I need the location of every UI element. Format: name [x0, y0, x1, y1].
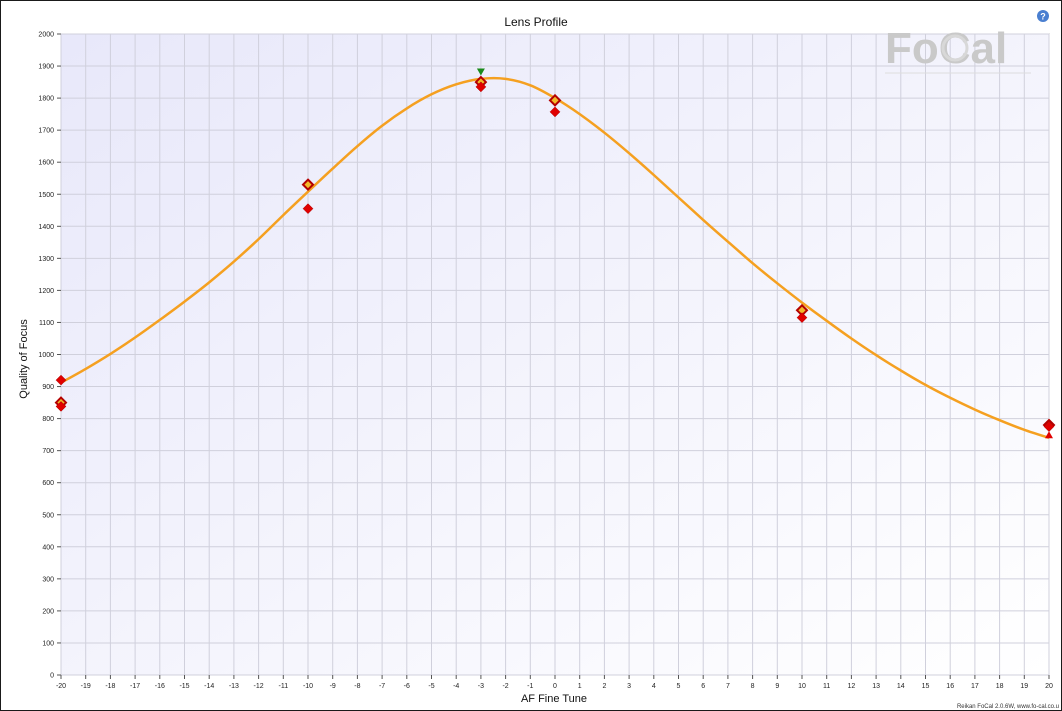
- x-tick-label: -10: [303, 683, 313, 690]
- x-tick-label: -15: [179, 683, 189, 690]
- footer-credit: Reikan FoCal 2.0.6W, www.fo-cal.co.u: [957, 704, 1059, 710]
- x-tick-label: 2: [602, 683, 606, 690]
- y-tick-label: 900: [42, 384, 54, 391]
- y-tick-label: 1700: [38, 128, 54, 135]
- x-tick-label: -5: [428, 683, 434, 690]
- x-tick-label: -14: [204, 683, 214, 690]
- help-glyph: ?: [1040, 12, 1046, 22]
- data-point-diamond: [796, 312, 808, 323]
- focal-logo: FoCal: [885, 24, 1031, 74]
- x-tick-label: 8: [751, 683, 755, 690]
- data-point-diamond: [549, 106, 561, 118]
- x-tick-label: -13: [229, 683, 239, 690]
- y-tick-label: 600: [42, 480, 54, 487]
- x-tick-label: -6: [404, 683, 410, 690]
- y-tick-label: 1800: [38, 96, 54, 103]
- x-tick-label: -1: [527, 683, 533, 690]
- x-tick-label: 13: [872, 683, 880, 690]
- y-tick-label: 1900: [38, 64, 54, 71]
- x-axis-title: AF Fine Tune: [521, 693, 587, 705]
- x-tick-label: 15: [922, 683, 930, 690]
- x-tick-label: 6: [701, 683, 705, 690]
- chart-title: Lens Profile: [504, 15, 568, 29]
- y-axis-title: Quality of Focus: [18, 319, 30, 399]
- data-point-triangle-down: [476, 68, 485, 76]
- x-tick-label: 11: [823, 683, 830, 690]
- x-tick-label: -2: [502, 683, 508, 690]
- x-tick-label: -8: [354, 683, 360, 690]
- data-point-diamond: [475, 81, 487, 93]
- data-point-diamond-outlined: [301, 178, 315, 192]
- y-tick-label: 1400: [38, 224, 54, 231]
- x-tick-label: 17: [971, 683, 979, 690]
- x-tick-label: 18: [996, 683, 1004, 690]
- data-point-diamond: [55, 374, 67, 386]
- y-tick-label: 1500: [38, 192, 54, 199]
- y-tick-label: 800: [42, 416, 54, 423]
- y-tick-label: 0: [50, 673, 54, 680]
- x-tick-label: -4: [453, 683, 459, 690]
- data-point-diamond: [302, 203, 314, 215]
- data-point-diamond-outlined: [548, 93, 562, 107]
- focal-logo-ring: [941, 34, 969, 62]
- focal-logo-text: FoCal: [885, 24, 1007, 73]
- y-tick-label: 100: [42, 640, 54, 647]
- y-tick-label: 1100: [39, 320, 54, 327]
- x-tick-label: 19: [1020, 683, 1028, 690]
- x-tick-label: -12: [254, 683, 264, 690]
- y-tick-label: 1600: [38, 160, 54, 167]
- y-tick-label: 1000: [38, 352, 54, 359]
- x-tick-label: 1: [578, 683, 582, 690]
- axis-ticks: -20 -19 -18 -17 -16 -15 -14 -13 -12 -11 -10 -9 -8 -7-…: [38, 32, 1053, 691]
- x-tick-label: -17: [130, 683, 140, 690]
- y-tick-label: 700: [42, 448, 54, 455]
- y-tick-label: 1300: [38, 256, 54, 263]
- y-tick-label: 2000: [38, 32, 54, 39]
- x-tick-label: -19: [81, 683, 91, 690]
- grid-lines: [60, 33, 1050, 676]
- x-tick-label: 9: [775, 683, 779, 690]
- x-tick-label: -9: [330, 683, 336, 690]
- x-tick-label: 16: [946, 683, 954, 690]
- x-tick-label: 20: [1045, 683, 1053, 690]
- x-tick-label: -18: [105, 683, 115, 690]
- y-tick-label: 1200: [38, 288, 54, 295]
- x-tick-label: 7: [726, 683, 730, 690]
- data-point-triangle-up: [1045, 431, 1053, 439]
- x-tick-label: -20: [56, 683, 66, 690]
- x-tick-label: 3: [627, 683, 631, 690]
- x-tick-label: 0: [553, 683, 557, 690]
- help-button[interactable]: ?: [1037, 10, 1049, 22]
- x-tick-label: -11: [278, 683, 288, 690]
- y-tick-label: 400: [42, 544, 54, 551]
- y-tick-label: 300: [42, 576, 54, 583]
- data-points-layer: [54, 68, 1056, 439]
- help-circle-icon[interactable]: [1037, 10, 1049, 22]
- y-tick-label: 500: [42, 512, 54, 519]
- x-tick-label: 14: [897, 683, 905, 690]
- x-tick-label: -16: [155, 683, 165, 690]
- x-tick-label: 5: [677, 683, 681, 690]
- y-tick-label: 200: [42, 608, 54, 615]
- x-tick-label: 12: [848, 683, 856, 690]
- data-point-diamond: [55, 401, 67, 412]
- x-tick-label: 4: [652, 683, 656, 690]
- x-tick-label: -7: [379, 683, 385, 690]
- x-tick-label: -3: [478, 683, 484, 690]
- x-tick-label: 10: [798, 683, 806, 690]
